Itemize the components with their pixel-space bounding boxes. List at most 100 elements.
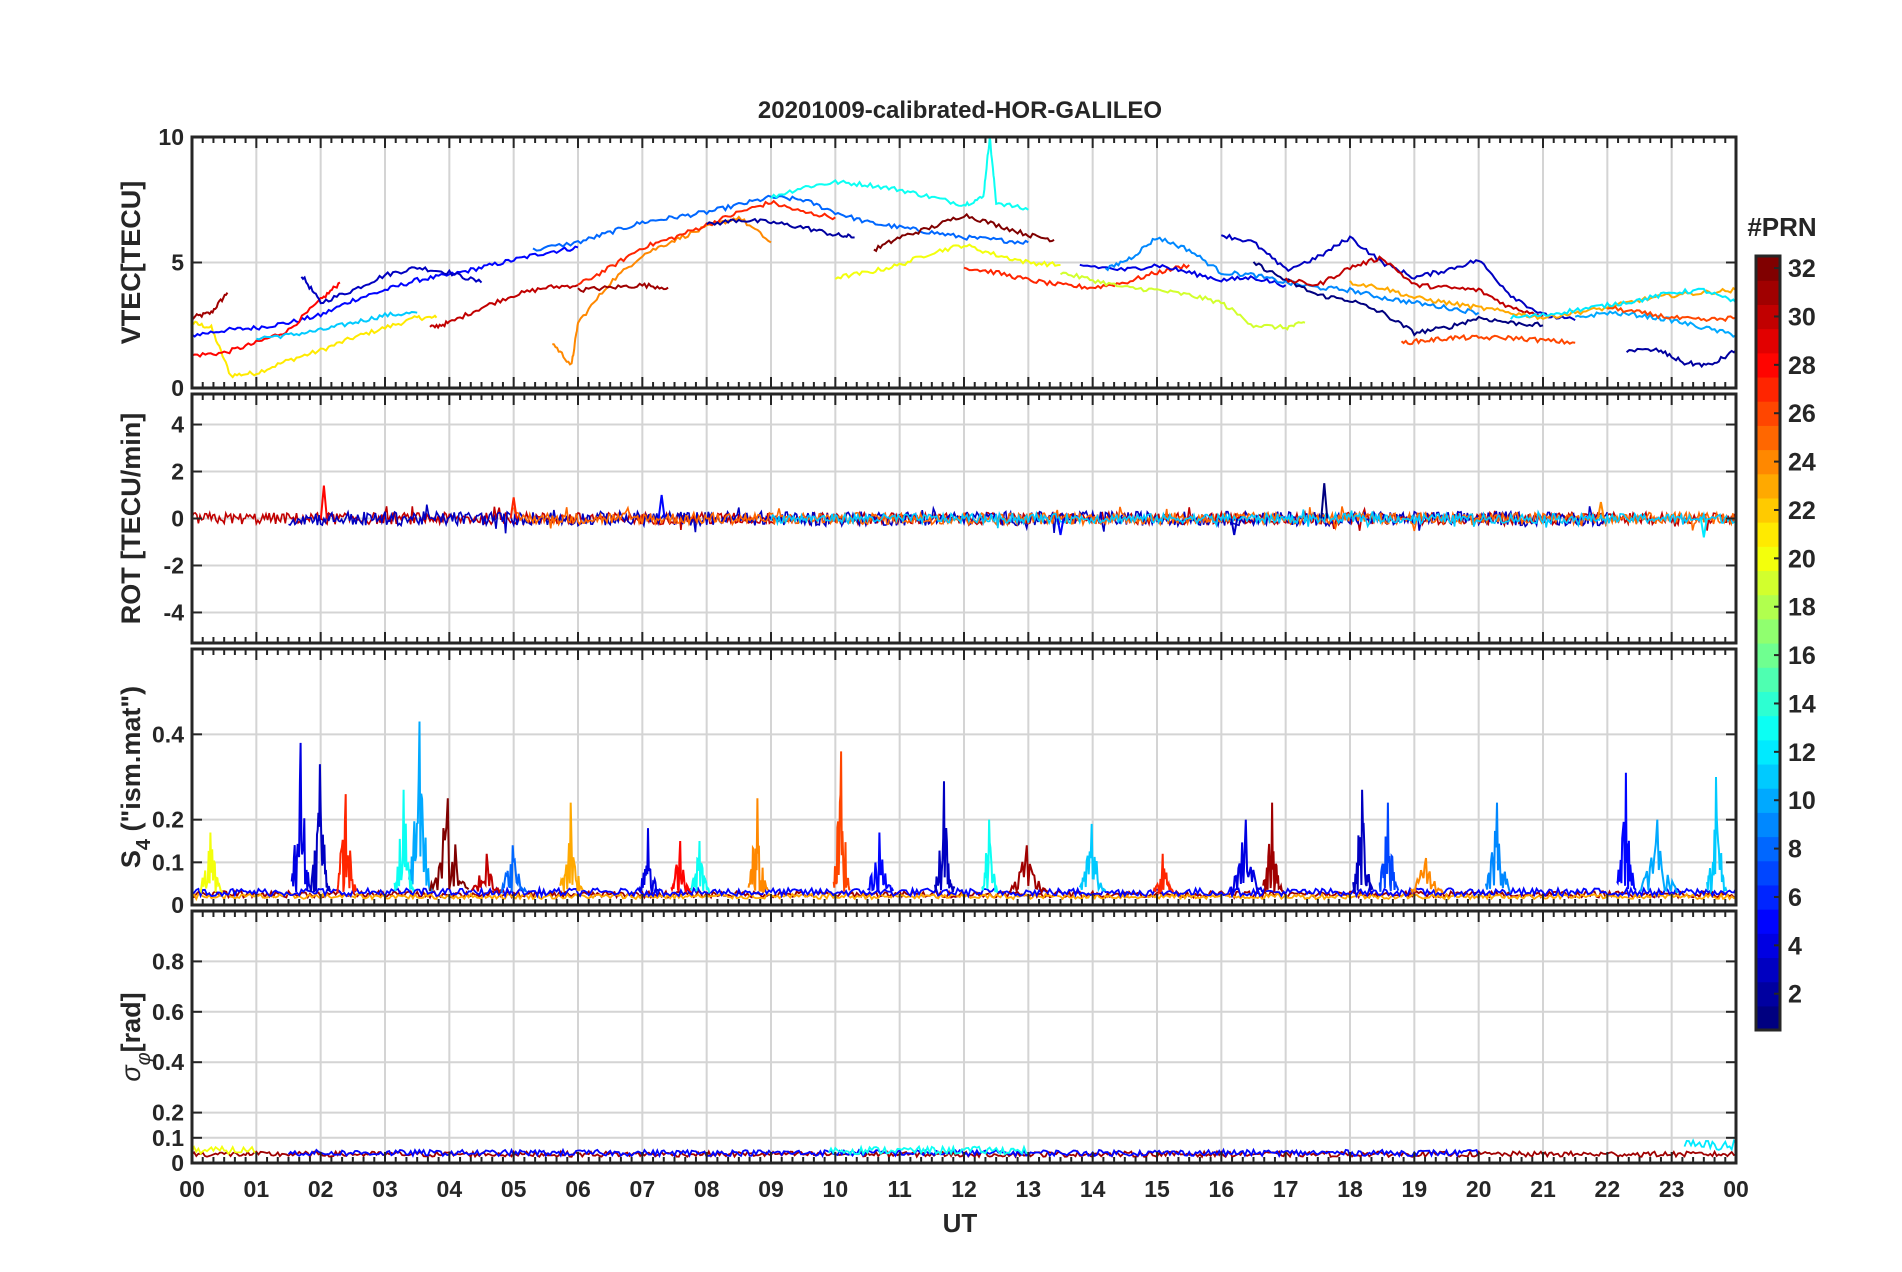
series-prn-26 bbox=[1400, 334, 1576, 346]
s4-burst-prn-13 bbox=[393, 789, 415, 893]
series-prn-11 bbox=[256, 310, 418, 341]
x-tick-label: 20 bbox=[1466, 1176, 1492, 1202]
series-prn-30 bbox=[1284, 255, 1544, 318]
series-prn-9 bbox=[1104, 236, 1480, 316]
colorbar-cell bbox=[1756, 909, 1780, 934]
s4-burst-prn-24 bbox=[1410, 857, 1444, 895]
y-tick-label: 0.2 bbox=[152, 1100, 184, 1126]
series-prn-31 bbox=[192, 292, 229, 320]
series-prn-31 bbox=[577, 282, 669, 294]
s4-burst-prn-31 bbox=[1262, 802, 1284, 893]
s4-burst-prn-30 bbox=[470, 853, 504, 895]
colorbar-cell bbox=[1756, 957, 1780, 983]
series-prn-12 bbox=[1510, 287, 1736, 320]
x-tick-label: 02 bbox=[308, 1176, 334, 1202]
s4-burst-prn-13 bbox=[689, 840, 711, 894]
y-tick-label: 0.1 bbox=[152, 1125, 184, 1151]
rot-spike bbox=[1596, 501, 1605, 519]
x-tick-label: 19 bbox=[1402, 1176, 1428, 1202]
colorbar-tick-label: 16 bbox=[1788, 642, 1816, 670]
s4-burst-prn-10 bbox=[408, 721, 433, 892]
y-tick-label: 0.4 bbox=[152, 721, 184, 747]
y-tick-label: 0.6 bbox=[152, 999, 184, 1025]
series-prn-24 bbox=[552, 215, 772, 366]
panel-1: 0 5 10 VTEC[TECU] bbox=[116, 124, 1738, 401]
series-prn-13 bbox=[770, 137, 1029, 211]
s4-burst-prn-27 bbox=[335, 794, 357, 895]
y-tick-label: 5 bbox=[171, 250, 184, 276]
series-prn-4 bbox=[1079, 263, 1287, 288]
y-tick-label: 10 bbox=[158, 124, 184, 150]
s4-burst-prn-5 bbox=[866, 832, 895, 895]
y-tick-label: 0.2 bbox=[152, 807, 184, 833]
y-axis-label: VTEC[TECU] bbox=[116, 181, 146, 345]
data-layer bbox=[192, 483, 1736, 538]
colorbar-tick-label: 30 bbox=[1788, 303, 1816, 331]
y-tick-label: 0 bbox=[171, 375, 184, 401]
series-prn-2 bbox=[706, 217, 855, 239]
colorbar-cell bbox=[1756, 812, 1780, 838]
y-tick-label: 0 bbox=[171, 506, 184, 532]
x-tick-label: 17 bbox=[1273, 1176, 1299, 1202]
panel-2: -4 -2 0 2 4 ROT [TECU/min] bbox=[116, 392, 1738, 645]
s4-burst-prn-3 bbox=[934, 781, 956, 893]
colorbar-tick-label: 20 bbox=[1788, 545, 1816, 573]
x-tick-label: 13 bbox=[1016, 1176, 1042, 1202]
x-tick-label: 08 bbox=[694, 1176, 720, 1202]
colorbar-tick-label: 6 bbox=[1788, 884, 1802, 912]
y-tick-label: 2 bbox=[171, 459, 184, 485]
x-tick-label: 11 bbox=[888, 1176, 913, 1202]
rot-spike bbox=[509, 497, 518, 519]
s4-burst-prn-27 bbox=[1152, 853, 1175, 897]
series-prn-10 bbox=[1574, 310, 1736, 338]
s4-burst-prn-4 bbox=[1230, 819, 1264, 893]
series-prn-3 bbox=[300, 266, 483, 305]
s4-burst-prn-8 bbox=[499, 845, 528, 895]
rot-spike bbox=[1056, 518, 1065, 536]
s4-burst-prn-13 bbox=[981, 819, 999, 894]
x-tick-label: 00 bbox=[179, 1176, 205, 1202]
x-tick-label: 16 bbox=[1209, 1176, 1235, 1202]
x-tick-label: 06 bbox=[565, 1176, 591, 1202]
series-prn-26 bbox=[1607, 305, 1736, 323]
axes-box bbox=[190, 647, 1738, 907]
colorbar-cell bbox=[1756, 522, 1780, 547]
y-tick-label: 0.4 bbox=[152, 1049, 184, 1075]
y-tick-label: -4 bbox=[164, 599, 185, 625]
axes-box bbox=[190, 392, 1738, 645]
x-tick-label: 23 bbox=[1659, 1176, 1685, 1202]
baseline-prn-20 bbox=[192, 1144, 257, 1156]
x-tick-label: 22 bbox=[1595, 1176, 1621, 1202]
colorbar-cell bbox=[1756, 618, 1780, 644]
s4-burst-prn-31 bbox=[1008, 845, 1049, 895]
s4-burst-prn-3 bbox=[310, 764, 332, 893]
x-tick-label: 07 bbox=[630, 1176, 656, 1202]
colorbar-tick-label: 10 bbox=[1788, 787, 1816, 815]
colorbar-tick-label: 18 bbox=[1788, 594, 1816, 622]
colorbar-tick-label: 28 bbox=[1788, 352, 1816, 380]
series-prn-19 bbox=[1059, 271, 1306, 331]
s4-burst-prn-9 bbox=[1485, 802, 1511, 893]
series-prn-32 bbox=[873, 212, 1055, 253]
x-tick-label: 09 bbox=[758, 1176, 784, 1202]
axes-box bbox=[190, 909, 1738, 1165]
x-tick-label: 18 bbox=[1337, 1176, 1363, 1202]
colorbar-tick-label: 2 bbox=[1788, 981, 1802, 1009]
colorbar-cell bbox=[1756, 376, 1780, 402]
colorbar-box bbox=[1754, 254, 1782, 1032]
series-prn-20 bbox=[834, 243, 1061, 280]
chart-title: 20201009-calibrated-HOR-GALILEO bbox=[758, 97, 1162, 124]
colorbar-tick-label: 32 bbox=[1788, 255, 1816, 283]
s4-burst-prn-5 bbox=[1616, 772, 1637, 891]
s4-burst-prn-4 bbox=[638, 828, 660, 896]
y-axis-label: ROT [TECU/min] bbox=[116, 413, 146, 624]
x-axis-label: UT bbox=[943, 1208, 978, 1238]
colorbar-cell bbox=[1756, 860, 1780, 886]
colorbar-cell bbox=[1756, 425, 1780, 451]
data-layer bbox=[192, 137, 1736, 379]
s4-burst-prn-3 bbox=[1352, 789, 1374, 893]
x-tick-label: 10 bbox=[823, 1176, 849, 1202]
axes-box bbox=[190, 135, 1738, 390]
colorbar-cell bbox=[1756, 280, 1780, 305]
